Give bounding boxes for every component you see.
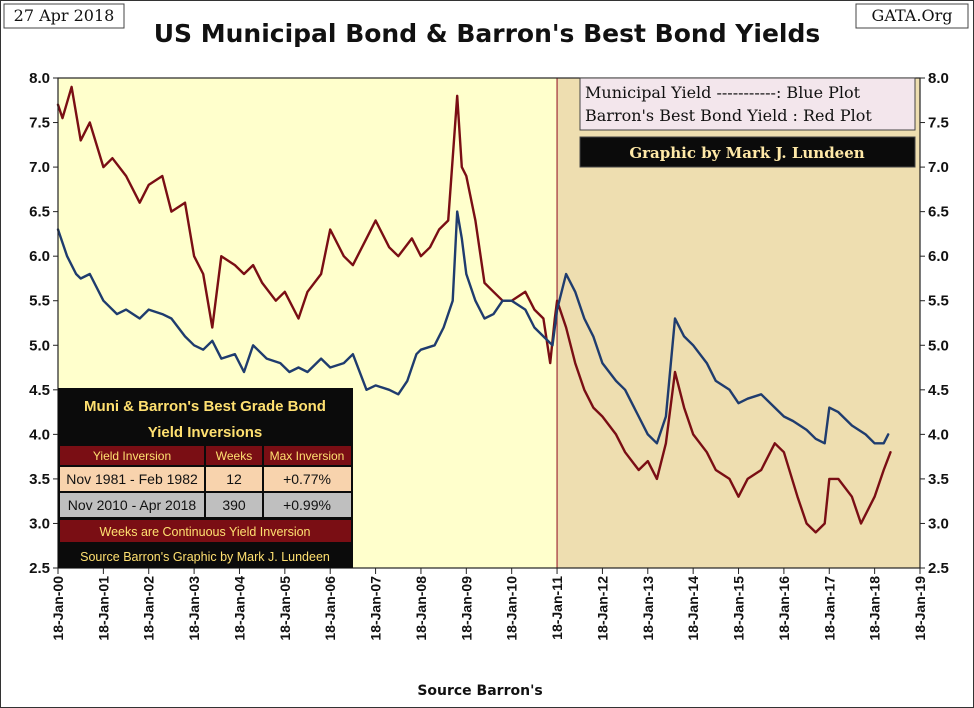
y-axis-right: 2.5 3.0 3.5 4.0 4.5 5.0 5.5 6.0 6.5 7.0 7.5 8.0	[920, 70, 949, 577]
y-axis-left: 2.5 3.0 3.5 4.0 4.5 5.0 5.5 6.0 6.5 7.0 7.5 8.0	[29, 70, 58, 577]
table-header-cell-2	[206, 446, 262, 465]
x-tick-label: 18-Jan-19	[912, 576, 928, 641]
credit-box	[579, 136, 916, 168]
x-tick-label: 18-Jan-02	[141, 576, 157, 641]
barrons-yield-line	[56, 85, 892, 534]
date-label: 27 Apr 2018	[14, 6, 115, 25]
y-tick-label-right: 4.0	[928, 426, 949, 443]
site-box	[855, 3, 969, 29]
table-footer-note: Weeks are Continuous Yield Inversion	[100, 525, 311, 539]
y-tick-label-left: 3.0	[29, 515, 50, 532]
y-tick-label-right: 2.5	[928, 560, 949, 577]
x-axis: 18-Jan-00 18-Jan-01 18-Jan-02 18-Jan-03 18-J…	[50, 568, 928, 641]
y-tick-label-right: 4.5	[928, 382, 949, 399]
site-label: GATA.Org	[872, 6, 953, 25]
table-footer-source: Source Barron's Graphic by Mark J. Lunde…	[80, 550, 330, 564]
plot-frame	[57, 77, 921, 569]
y-tick-label-left: 4.5	[29, 382, 50, 399]
x-axis-label: Source Barron's	[417, 683, 542, 699]
x-tick-label: 18-Jan-11	[549, 576, 565, 640]
x-tick-label: 18-Jan-13	[640, 576, 656, 641]
x-tick-label: 18-Jan-04	[231, 576, 247, 641]
table-header-cell-3	[264, 446, 351, 465]
table-title-line2: Yield Inversions	[148, 424, 263, 441]
y-tick-label-left: 5.0	[29, 337, 50, 354]
y-tick-label-left: 6.0	[29, 248, 50, 265]
table-footer-band	[60, 520, 351, 542]
legend-municipal: Municipal Yield -----------: Blue Plot	[585, 83, 861, 102]
y-tick-label-right: 8.0	[928, 70, 949, 87]
table-row-1-cell-1	[60, 467, 204, 491]
x-tick-label: 18-Jan-14	[685, 576, 701, 641]
table-row-2-max: +0.99%	[283, 497, 331, 513]
table-row-1-max: +0.77%	[283, 471, 331, 487]
y-tick-label-right: 5.0	[928, 337, 949, 354]
x-tick-label: 18-Jan-01	[95, 576, 111, 641]
inversion-table: Muni & Barron's Best Grade Bond Yield In…	[58, 388, 353, 568]
y-tick-label-right: 7.0	[928, 159, 949, 176]
series-layer	[56, 85, 892, 534]
x-tick-label: 18-Jan-17	[821, 576, 837, 641]
table-row-2-cell-2	[206, 493, 262, 517]
x-tick-label: 18-Jan-15	[731, 576, 747, 641]
table-header-weeks: Weeks	[216, 449, 252, 463]
y-tick-label-left: 3.5	[29, 471, 50, 488]
y-tick-label-right: 6.0	[928, 248, 949, 265]
table-row-2-weeks: 390	[222, 497, 246, 513]
chart-title: US Municipal Bond & Barron's Best Bond Y…	[154, 19, 821, 48]
legend-barrons: Barron's Best Bond Yield : Red Plot	[585, 106, 872, 125]
x-tick-label: 18-Jan-18	[867, 576, 883, 641]
table-row-1-weeks: 12	[226, 471, 242, 487]
y-tick-label-left: 7.5	[29, 115, 50, 132]
table-header-inversion: Yield Inversion	[93, 449, 171, 463]
y-tick-label-left: 7.0	[29, 159, 50, 176]
x-tick-label: 18-Jan-05	[277, 576, 293, 641]
x-tick-label: 18-Jan-00	[50, 576, 66, 641]
x-tick-label: 18-Jan-16	[776, 576, 792, 641]
table-row-2-period: Nov 2010 - Apr 2018	[68, 497, 197, 513]
x-tick-label: 18-Jan-08	[413, 576, 429, 641]
y-tick-label-right: 3.5	[928, 471, 949, 488]
table-header-max: Max Inversion	[270, 449, 345, 463]
x-tick-label: 18-Jan-10	[504, 576, 520, 641]
y-tick-label-left: 6.5	[29, 204, 50, 221]
municipal-yield-line	[56, 210, 890, 445]
table-row-2-cell-1	[60, 493, 204, 517]
y-tick-label-right: 6.5	[928, 204, 949, 221]
table-row-2-cell-3	[264, 493, 351, 517]
y-tick-label-right: 3.0	[928, 515, 949, 532]
credit-label: Graphic by Mark J. Lundeen	[629, 144, 864, 162]
y-tick-label-left: 8.0	[29, 70, 50, 87]
table-header-cell-1	[60, 446, 204, 465]
y-tick-label-left: 2.5	[29, 560, 50, 577]
y-tick-label-left: 5.5	[29, 293, 50, 310]
table-row-1-cell-2	[206, 467, 262, 491]
y-tick-label-left: 4.0	[29, 426, 50, 443]
table-row-1-cell-3	[264, 467, 351, 491]
date-box	[3, 3, 125, 29]
x-tick-label: 18-Jan-07	[368, 576, 384, 641]
x-tick-label: 18-Jan-09	[458, 576, 474, 641]
y-tick-label-right: 5.5	[928, 293, 949, 310]
x-tick-label: 18-Jan-03	[186, 576, 202, 641]
legend-box	[579, 77, 916, 131]
table-row-1-period: Nov 1981 - Feb 1982	[66, 471, 198, 487]
x-tick-label: 18-Jan-12	[594, 576, 610, 641]
x-tick-label: 18-Jan-06	[322, 576, 338, 641]
y-tick-label-right: 7.5	[928, 115, 949, 132]
table-title-line1: Muni & Barron's Best Grade Bond	[84, 398, 326, 415]
